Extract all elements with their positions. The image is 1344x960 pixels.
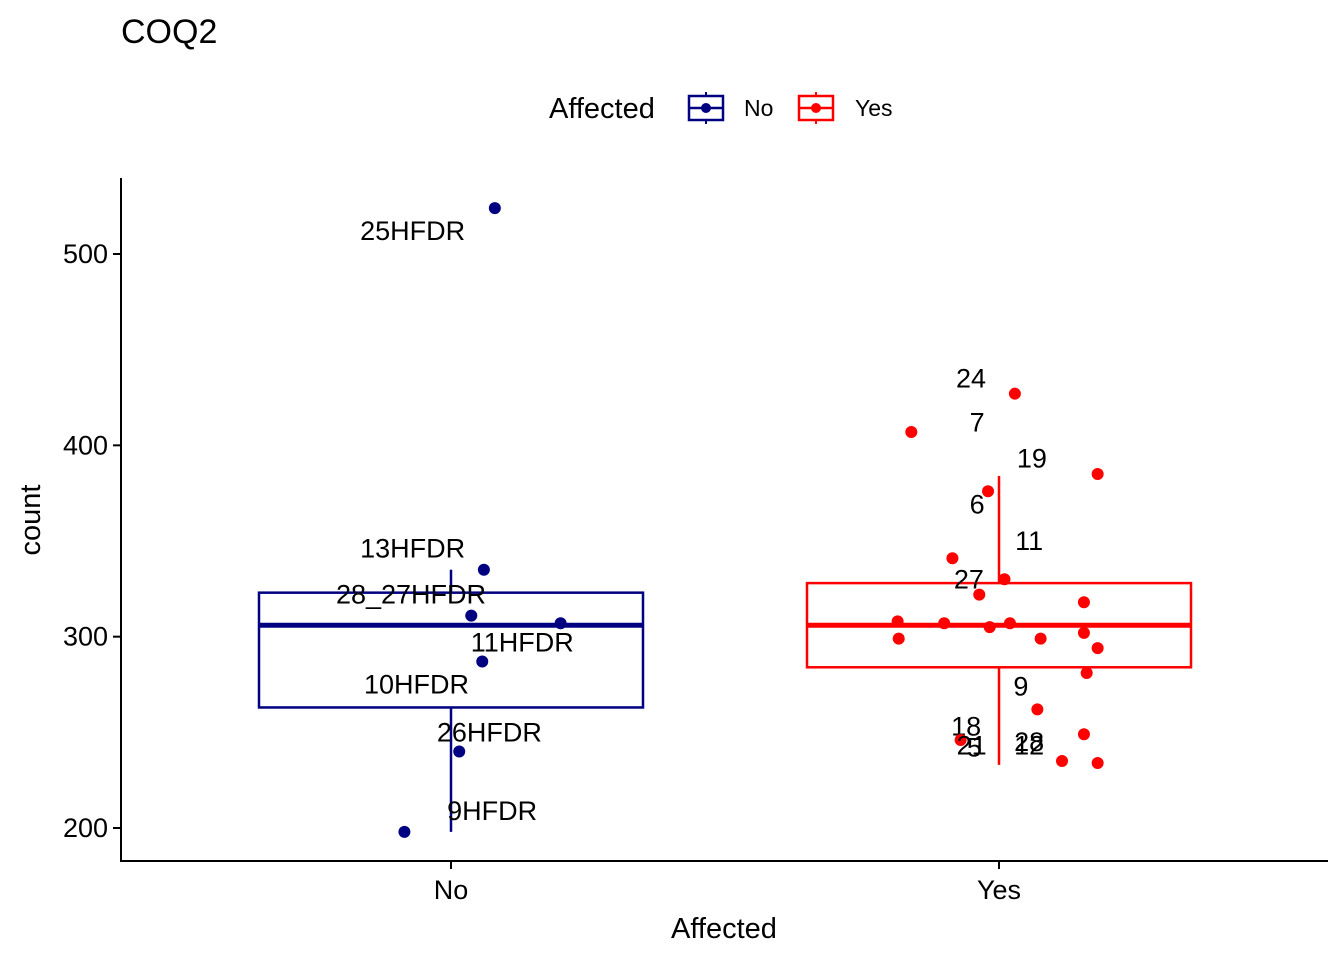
legend-label-yes: Yes — [855, 95, 893, 121]
data-point — [982, 485, 995, 498]
point-label: 25HFDR — [360, 216, 465, 246]
legend: Affected No Yes — [549, 92, 893, 125]
point-label: 26HFDR — [437, 717, 542, 747]
point-label: 6 — [970, 490, 985, 520]
point-label: 11 — [1015, 526, 1043, 556]
data-point — [1034, 632, 1047, 645]
legend-key-yes — [797, 92, 835, 124]
y-axis-ticks: 200 300 400 500 — [63, 239, 121, 843]
x-tick-label: No — [434, 875, 469, 905]
data-point — [398, 825, 411, 838]
data-point — [973, 588, 986, 601]
data-point — [488, 202, 501, 215]
legend-title: Affected — [549, 93, 655, 125]
data-point — [453, 745, 466, 758]
box-body — [257, 591, 645, 709]
data-point — [1077, 728, 1090, 741]
data-point — [891, 615, 904, 628]
data-point — [554, 617, 567, 630]
x-tick-label: Yes — [977, 875, 1021, 905]
y-tick-label: 500 — [63, 239, 108, 269]
data-point — [1077, 626, 1090, 639]
data-point — [1077, 596, 1090, 609]
chart-title: COQ2 — [121, 13, 217, 51]
data-point — [998, 573, 1011, 586]
point-label: 28 — [1014, 727, 1044, 757]
point-label: 19 — [1017, 444, 1047, 474]
data-point — [905, 425, 918, 438]
point-label: 9HFDR — [447, 796, 537, 826]
y-tick-label: 200 — [63, 813, 108, 843]
x-axis-title: Affected — [671, 913, 777, 945]
point-label: 10HFDR — [364, 670, 469, 700]
data-point — [954, 733, 967, 746]
point-label: 21 — [957, 731, 987, 761]
y-tick-label: 400 — [63, 430, 108, 460]
data-point — [938, 617, 951, 630]
y-axis-title: count — [15, 485, 47, 556]
point-label: 9 — [1013, 671, 1028, 701]
data-point — [1091, 756, 1104, 769]
data-point — [1056, 755, 1069, 768]
point-label: 28_27HFDR — [336, 580, 486, 610]
data-point — [1003, 617, 1016, 630]
point-label: 12 — [1014, 731, 1044, 761]
y-tick-label: 300 — [63, 622, 108, 652]
data-point — [983, 621, 996, 634]
point-label: 24 — [956, 363, 986, 393]
data-point — [1091, 642, 1104, 655]
point-label: 11HFDR — [471, 627, 574, 657]
data-point — [476, 655, 489, 668]
data-point — [1080, 667, 1093, 680]
data-point — [477, 563, 490, 576]
data-point — [1008, 387, 1021, 400]
point-label: 13HFDR — [360, 534, 465, 564]
data-point — [1091, 468, 1104, 481]
data-point — [946, 552, 959, 565]
x-axis-ticks: No Yes — [434, 861, 1021, 905]
box-no — [257, 569, 645, 832]
data-point — [1031, 703, 1044, 716]
legend-label-no: No — [744, 95, 773, 121]
box-yes — [805, 475, 1193, 765]
point-label: 7 — [970, 407, 985, 437]
point-label: 5 — [967, 733, 982, 763]
legend-key-no — [687, 92, 725, 124]
data-point — [465, 609, 478, 622]
data-point — [892, 632, 905, 645]
